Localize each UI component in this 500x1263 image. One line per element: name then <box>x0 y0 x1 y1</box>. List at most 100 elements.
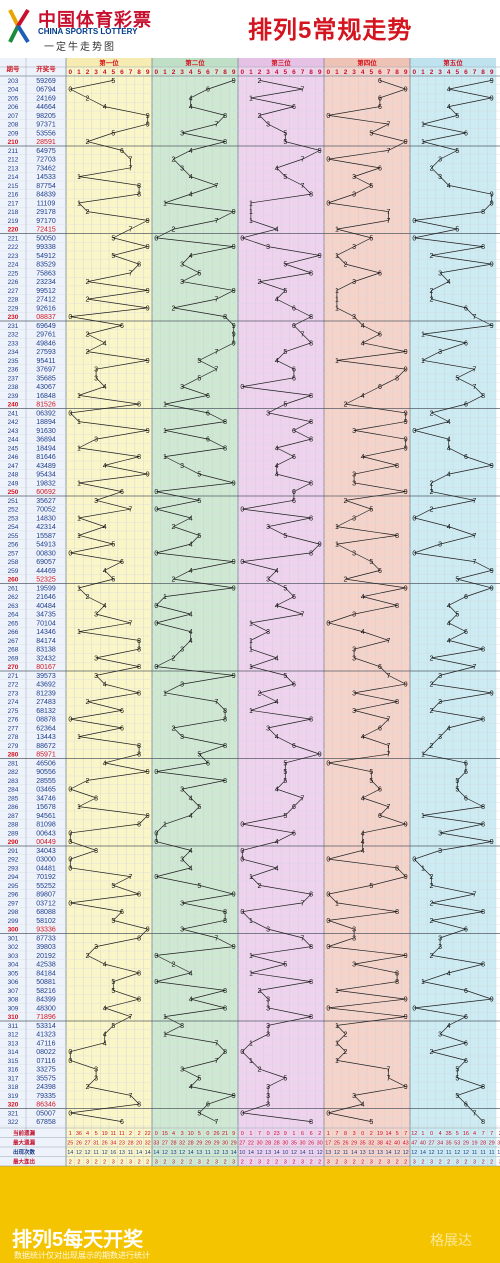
trend-digit: 9 <box>232 78 236 85</box>
trend-digit: 4 <box>103 104 107 111</box>
issue-number: 269 <box>8 655 19 662</box>
trend-digit: 9 <box>146 122 150 129</box>
draw-number: 18894 <box>36 419 56 426</box>
stats-value: 34 <box>437 1141 443 1147</box>
issue-number: 310 <box>8 1014 19 1021</box>
trend-digit: 5 <box>283 288 287 295</box>
draw-number: 06392 <box>36 410 56 417</box>
trend-digit: 9 <box>232 340 236 347</box>
trend-digit: 3 <box>94 673 98 680</box>
trend-digit: 5 <box>283 533 287 540</box>
draw-number: 75863 <box>36 270 56 277</box>
trend-digit: 8 <box>309 979 313 986</box>
trend-digit: 4 <box>189 612 193 619</box>
draw-number: 87733 <box>36 935 56 942</box>
trend-digit: 3 <box>180 734 184 741</box>
trend-digit: 9 <box>146 472 150 479</box>
stats-value: 10 <box>239 1150 245 1156</box>
issue-number: 226 <box>8 279 19 286</box>
trend-digit: 5 <box>283 349 287 356</box>
draw-number: 83138 <box>36 647 56 654</box>
trend-digit: 2 <box>430 883 434 890</box>
draw-number: 43489 <box>36 463 56 470</box>
issue-number: 205 <box>8 95 19 102</box>
stats-value: 40 <box>420 1141 426 1147</box>
trend-digit: 5 <box>455 375 459 382</box>
trend-digit: 6 <box>464 1102 468 1109</box>
trend-digit: 8 <box>223 778 227 785</box>
draw-number: 15678 <box>36 804 56 811</box>
trend-digit: 8 <box>137 743 141 750</box>
trend-digit: 1 <box>163 402 167 409</box>
trend-digit: 6 <box>120 1119 124 1126</box>
stats-value: 2 <box>318 1131 321 1137</box>
stats-value: 25 <box>334 1141 340 1147</box>
stats-value: 14 <box>299 1150 305 1156</box>
stats-label: 最大遗漏 <box>13 1139 36 1147</box>
issue-number: 285 <box>8 795 19 802</box>
trend-digit: 3 <box>180 1067 184 1074</box>
trend-digit: 9 <box>318 253 322 260</box>
stats-value: 5 <box>456 1131 459 1137</box>
draw-number: 79335 <box>36 1093 56 1100</box>
digit-header: 5 <box>455 69 459 76</box>
draw-number: 08837 <box>36 314 56 321</box>
draw-number: 64975 <box>36 148 56 155</box>
trend-digit: 9 <box>318 542 322 549</box>
trend-digit: 5 <box>369 507 373 514</box>
trend-digit: 3 <box>266 1023 270 1030</box>
draw-number: 07116 <box>37 1058 56 1065</box>
stats-value: 14 <box>385 1131 391 1137</box>
draw-number: 04481 <box>36 865 56 872</box>
digit-header: 2 <box>258 69 262 76</box>
stats-value: 27 <box>84 1141 90 1147</box>
trend-digit: 4 <box>189 629 193 636</box>
trend-digit: 7 <box>387 122 391 129</box>
stats-value: 0 <box>430 1131 433 1137</box>
stats-value: 2 <box>439 1160 442 1166</box>
trend-digit: 3 <box>94 655 98 662</box>
trend-digit: 8 <box>137 892 141 899</box>
trend-digit: 0 <box>412 1005 416 1012</box>
trend-digit: 5 <box>455 1067 459 1074</box>
trend-digit: 1 <box>249 1040 253 1047</box>
stats-value: 4 <box>86 1131 89 1137</box>
trend-digit: 3 <box>352 244 356 251</box>
stats-value: 26 <box>213 1131 219 1137</box>
trend-digit: 5 <box>283 760 287 767</box>
digit-header: 2 <box>344 69 348 76</box>
trend-digit: 4 <box>361 340 365 347</box>
digit-header: 9 <box>404 69 408 76</box>
trend-digit: 2 <box>430 918 434 925</box>
trend-digit: 2 <box>430 900 434 907</box>
trend-digit: 4 <box>447 419 451 426</box>
trend-digit: 6 <box>378 332 382 339</box>
trend-digit: 4 <box>189 253 193 260</box>
trend-digit: 6 <box>292 375 296 382</box>
trend-digit: 0 <box>68 857 72 864</box>
trend-digit: 6 <box>378 270 382 277</box>
stats-value: 2 <box>370 1131 373 1137</box>
trend-digit: 3 <box>180 857 184 864</box>
trend-digit: 8 <box>481 209 485 216</box>
trend-digit: 6 <box>292 682 296 689</box>
trend-digit: 4 <box>447 104 451 111</box>
trend-digit: 1 <box>249 647 253 654</box>
trend-digit: 1 <box>335 227 339 234</box>
trend-digit: 8 <box>309 314 313 321</box>
trend-digit: 1 <box>421 139 425 146</box>
trend-digit: 8 <box>223 139 227 146</box>
issue-number: 303 <box>8 953 19 960</box>
draw-number: 72415 <box>36 227 56 234</box>
position-header-bg <box>152 58 238 67</box>
trend-digit: 4 <box>103 568 107 575</box>
draw-number: 08022 <box>36 1049 56 1056</box>
trend-digit: 3 <box>438 270 442 277</box>
issue-number: 281 <box>8 760 19 767</box>
trend-digit: 6 <box>206 760 210 767</box>
draw-number: 43067 <box>36 384 56 391</box>
digit-header: 4 <box>103 69 107 76</box>
draw-number: 59269 <box>36 78 56 85</box>
draw-number: 69057 <box>36 559 56 566</box>
trend-digit: 1 <box>335 900 339 907</box>
